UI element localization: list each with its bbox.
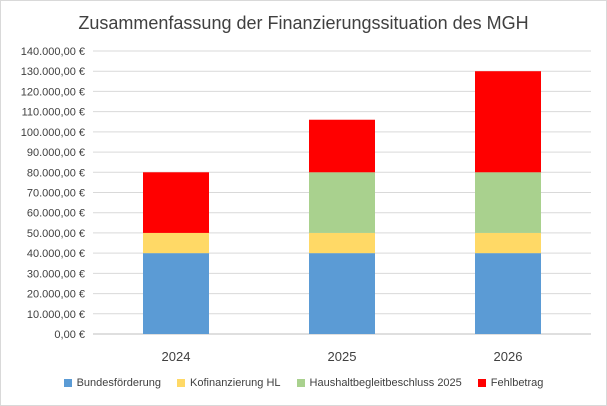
bar-segment-kofinanzierung-hl: [309, 232, 375, 254]
y-tick-label: 50.000,00 €: [27, 228, 85, 240]
y-tick-label: 10.000,00 €: [27, 309, 85, 321]
bar-segment-bundesf-rderung: [309, 253, 375, 334]
y-tick-label: 130.000,00 €: [21, 66, 85, 78]
bar-segment-kofinanzierung-hl: [475, 232, 541, 254]
legend-label: Kofinanzierung HL: [190, 377, 281, 389]
bar-segment-haushaltbegleitbeschluss-2025: [309, 172, 375, 233]
legend-swatch: [296, 379, 305, 387]
legend-swatch: [177, 379, 185, 387]
bar-segment-fehlbetrag: [143, 172, 209, 233]
y-tick-label: 20.000,00 €: [27, 289, 85, 301]
legend-label: Bundesförderung: [76, 377, 161, 389]
y-tick-label: 140.000,00 €: [21, 46, 85, 58]
y-tick-label: 80.000,00 €: [27, 167, 85, 179]
y-tick-label: 70.000,00 €: [27, 188, 85, 200]
bar-segment-fehlbetrag: [309, 119, 375, 173]
legend-item: Haushaltbegleitbeschluss 2025: [296, 377, 462, 389]
legend-label: Haushaltbegleitbeschluss 2025: [309, 377, 462, 389]
chart-title: Zusammenfassung der Finanzierungssituati…: [78, 13, 529, 33]
y-tick-label: 0,00 €: [54, 329, 85, 341]
bar-segment-haushaltbegleitbeschluss-2025: [475, 172, 541, 233]
x-tick-label: 2024: [162, 349, 191, 364]
y-tick-label: 100.000,00 €: [21, 127, 85, 139]
y-tick-label: 110.000,00 €: [22, 107, 85, 119]
legend-item: Kofinanzierung HL: [177, 377, 281, 389]
legend-item: Fehlbetrag: [477, 377, 544, 389]
bar-segment-kofinanzierung-hl: [143, 232, 209, 254]
x-tick-label: 2025: [328, 349, 357, 364]
legend-item: Bundesförderung: [63, 377, 161, 389]
y-tick-label: 120.000,00 €: [21, 86, 85, 98]
bar-segment-bundesf-rderung: [143, 253, 209, 334]
y-tick-label: 40.000,00 €: [27, 248, 85, 260]
y-tick-label: 30.000,00 €: [27, 268, 85, 280]
x-tick-label: 2026: [494, 349, 523, 364]
legend-swatch: [63, 379, 72, 387]
legend-label: Fehlbetrag: [490, 377, 544, 389]
bar-segment-bundesf-rderung: [475, 253, 541, 334]
legend-swatch: [477, 379, 486, 387]
y-tick-label: 90.000,00 €: [27, 147, 85, 159]
chart-legend: Bundesförderung Kofinanzierung HL Haushalt…: [1, 377, 606, 389]
y-tick-label: 60.000,00 €: [27, 208, 85, 220]
bar-segment-fehlbetrag: [475, 71, 541, 173]
